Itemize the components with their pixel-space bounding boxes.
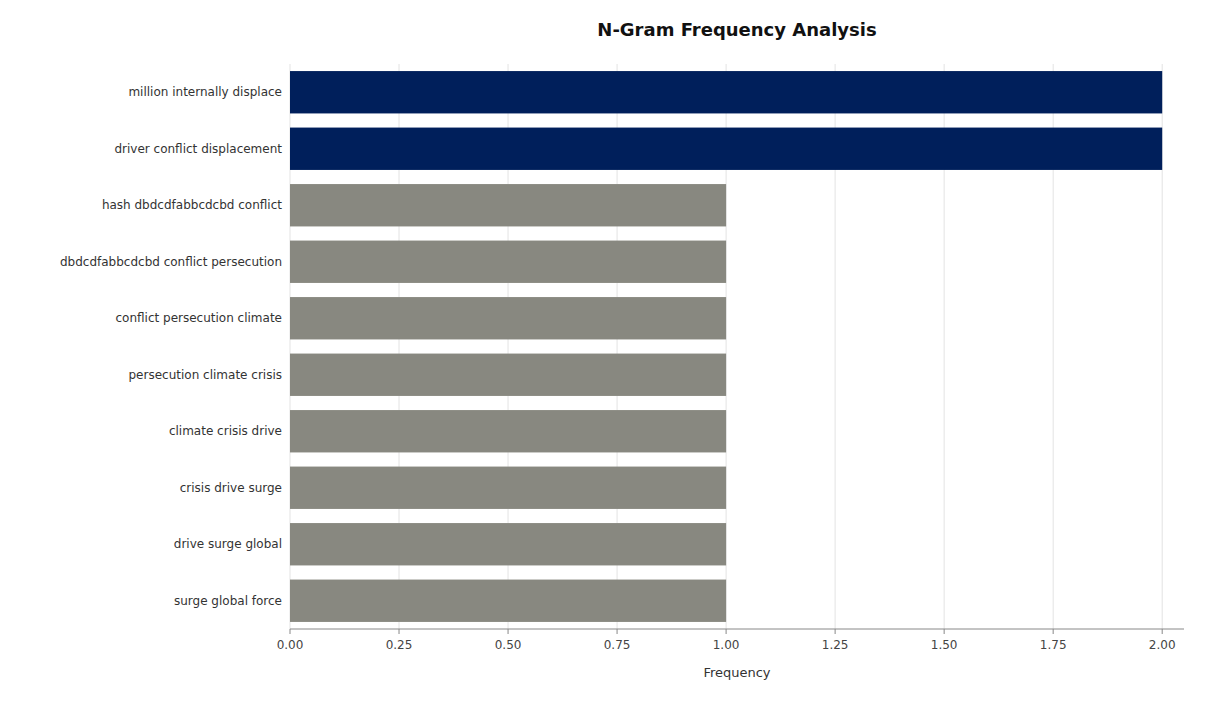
background [0,0,1224,701]
y-tick-label: persecution climate crisis [129,368,283,382]
bar [290,128,1162,170]
x-tick-label: 1.00 [713,638,740,652]
y-tick-label: drive surge global [174,537,282,551]
x-tick-label: 1.50 [931,638,958,652]
x-tick [290,629,291,634]
bar [290,410,726,452]
x-tick [508,629,509,634]
y-tick-label: million internally displace [128,85,282,99]
y-tick-label: surge global force [174,594,282,608]
x-tick-label: 2.00 [1149,638,1176,652]
x-tick-label: 1.25 [822,638,849,652]
x-tick-label: 0.50 [495,638,522,652]
y-tick-label: hash dbdcdfabbcdcbd conflict [102,198,282,212]
y-tick-label: conflict persecution climate [115,311,282,325]
x-tick [399,629,400,634]
bar [290,297,726,339]
bar [290,354,726,396]
chart-title: N-Gram Frequency Analysis [597,19,876,40]
chart-container: 0.00 0.25 0.50 0.75 1.00 1.25 1.50 1.75 2.00 surg… [0,0,1224,701]
bars [290,71,1162,622]
x-tick [944,629,945,634]
x-tick-label: 0.25 [386,638,413,652]
bar [290,580,726,622]
y-tick-label: driver conflict displacement [114,142,282,156]
bar [290,184,726,226]
x-tick [1162,629,1163,634]
x-axis-line [290,629,1184,630]
x-tick [1053,629,1054,634]
bar [290,467,726,509]
y-tick-label: dbdcdfabbcdcbd conflict persecution [60,255,282,269]
y-tick-label: climate crisis drive [169,424,282,438]
x-tick [617,629,618,634]
x-tick-label: 1.75 [1040,638,1067,652]
grid [290,64,1162,629]
plot-area: 0.00 0.25 0.50 0.75 1.00 1.25 1.50 1.75 2.00 surg… [60,64,1184,652]
chart-svg: 0.00 0.25 0.50 0.75 1.00 1.25 1.50 1.75 2.00 surg… [0,0,1224,701]
x-axis-label: Frequency [703,665,770,680]
bar [290,523,726,565]
bar [290,71,1162,113]
y-axis: surge global force drive surge global cris… [60,85,282,608]
x-tick-label: 0.75 [604,638,631,652]
x-tick [835,629,836,634]
x-tick-label: 0.00 [277,638,304,652]
x-tick [726,629,727,634]
x-axis: 0.00 0.25 0.50 0.75 1.00 1.25 1.50 1.75 2.00 [277,629,1184,652]
y-tick-label: crisis drive surge [180,481,282,495]
bar [290,241,726,283]
